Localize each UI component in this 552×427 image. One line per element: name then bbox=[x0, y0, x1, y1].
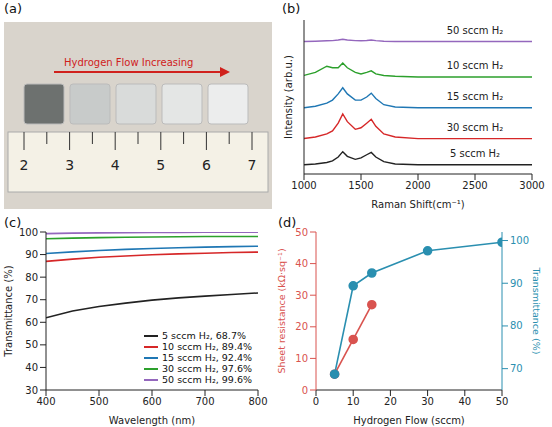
svg-text:50 sccm H₂: 50 sccm H₂ bbox=[447, 25, 504, 36]
html-text:5 sccm H₂, 68.7%: 5 sccm H₂, 68.7% bbox=[162, 330, 246, 341]
svg-text:10: 10 bbox=[295, 353, 308, 364]
svg-text:40: 40 bbox=[25, 362, 38, 373]
svg-text:Raman Shift(cm⁻¹): Raman Shift(cm⁻¹) bbox=[371, 199, 464, 210]
svg-text:80: 80 bbox=[510, 320, 523, 331]
svg-text:2000: 2000 bbox=[405, 180, 430, 191]
svg-text:5 sccm H₂: 5 sccm H₂ bbox=[450, 148, 500, 159]
svg-text:1500: 1500 bbox=[348, 180, 373, 191]
svg-text:40: 40 bbox=[458, 396, 471, 407]
html-text:(c): (c) bbox=[4, 215, 22, 230]
svg-text:Transmittance (%): Transmittance (%) bbox=[531, 267, 542, 355]
svg-text:90: 90 bbox=[510, 278, 523, 289]
html-text:(d): (d) bbox=[278, 215, 297, 230]
html-text:50 sccm H₂, 99.6%: 50 sccm H₂, 99.6% bbox=[162, 374, 252, 385]
svg-text:Wavelength (nm): Wavelength (nm) bbox=[109, 415, 195, 426]
svg-text:100: 100 bbox=[510, 235, 529, 246]
svg-text:Hydrogen Flow (sccm): Hydrogen Flow (sccm) bbox=[353, 415, 465, 426]
svg-text:30: 30 bbox=[295, 290, 308, 301]
svg-text:0: 0 bbox=[302, 385, 308, 396]
svg-text:90: 90 bbox=[25, 249, 38, 260]
html-text:(a): (a) bbox=[4, 1, 23, 16]
svg-text:80: 80 bbox=[25, 272, 38, 283]
svg-text:60: 60 bbox=[25, 317, 38, 328]
html-text:30 sccm H₂, 97.6%: 30 sccm H₂, 97.6% bbox=[162, 363, 252, 374]
svg-text:4: 4 bbox=[111, 157, 120, 173]
html-text:10 sccm H₂, 89.4%: 10 sccm H₂, 89.4% bbox=[162, 341, 252, 352]
svg-text:500: 500 bbox=[89, 396, 108, 407]
html-text:15 sccm H₂, 92.4%: 15 sccm H₂, 92.4% bbox=[162, 352, 252, 363]
svg-text:100: 100 bbox=[19, 227, 38, 238]
svg-text:30 sccm H₂: 30 sccm H₂ bbox=[447, 122, 504, 133]
svg-text:2: 2 bbox=[20, 157, 29, 173]
svg-text:Transmittance (%): Transmittance (%) bbox=[3, 265, 14, 357]
svg-text:600: 600 bbox=[142, 396, 161, 407]
svg-text:5: 5 bbox=[156, 157, 165, 173]
svg-text:7: 7 bbox=[248, 157, 257, 173]
svg-text:800: 800 bbox=[248, 396, 267, 407]
svg-text:Intensity (arb.u.): Intensity (arb.u.) bbox=[283, 55, 294, 139]
svg-text:50: 50 bbox=[25, 339, 38, 350]
svg-text:70: 70 bbox=[510, 363, 523, 374]
svg-text:10 sccm H₂: 10 sccm H₂ bbox=[447, 60, 504, 71]
svg-text:50: 50 bbox=[295, 227, 308, 238]
svg-text:40: 40 bbox=[295, 258, 308, 269]
svg-text:3: 3 bbox=[65, 157, 74, 173]
svg-text:Hydrogen Flow Increasing: Hydrogen Flow Increasing bbox=[64, 57, 193, 68]
svg-text:700: 700 bbox=[195, 396, 214, 407]
html-text:(b): (b) bbox=[282, 1, 301, 16]
svg-text:3000: 3000 bbox=[519, 180, 544, 191]
svg-text:50: 50 bbox=[496, 396, 509, 407]
svg-text:20: 20 bbox=[295, 321, 308, 332]
svg-text:15 sccm H₂: 15 sccm H₂ bbox=[447, 91, 504, 102]
svg-text:10: 10 bbox=[347, 396, 360, 407]
svg-text:1000: 1000 bbox=[291, 180, 316, 191]
svg-text:20: 20 bbox=[384, 396, 397, 407]
svg-text:70: 70 bbox=[25, 294, 38, 305]
svg-text:30: 30 bbox=[25, 385, 38, 396]
svg-text:400: 400 bbox=[36, 396, 55, 407]
svg-text:Sheet resistance (kΩ·sq⁻¹): Sheet resistance (kΩ·sq⁻¹) bbox=[276, 248, 287, 373]
svg-text:6: 6 bbox=[202, 157, 211, 173]
svg-text:30: 30 bbox=[421, 396, 434, 407]
svg-text:2500: 2500 bbox=[462, 180, 487, 191]
svg-text:0: 0 bbox=[313, 396, 319, 407]
